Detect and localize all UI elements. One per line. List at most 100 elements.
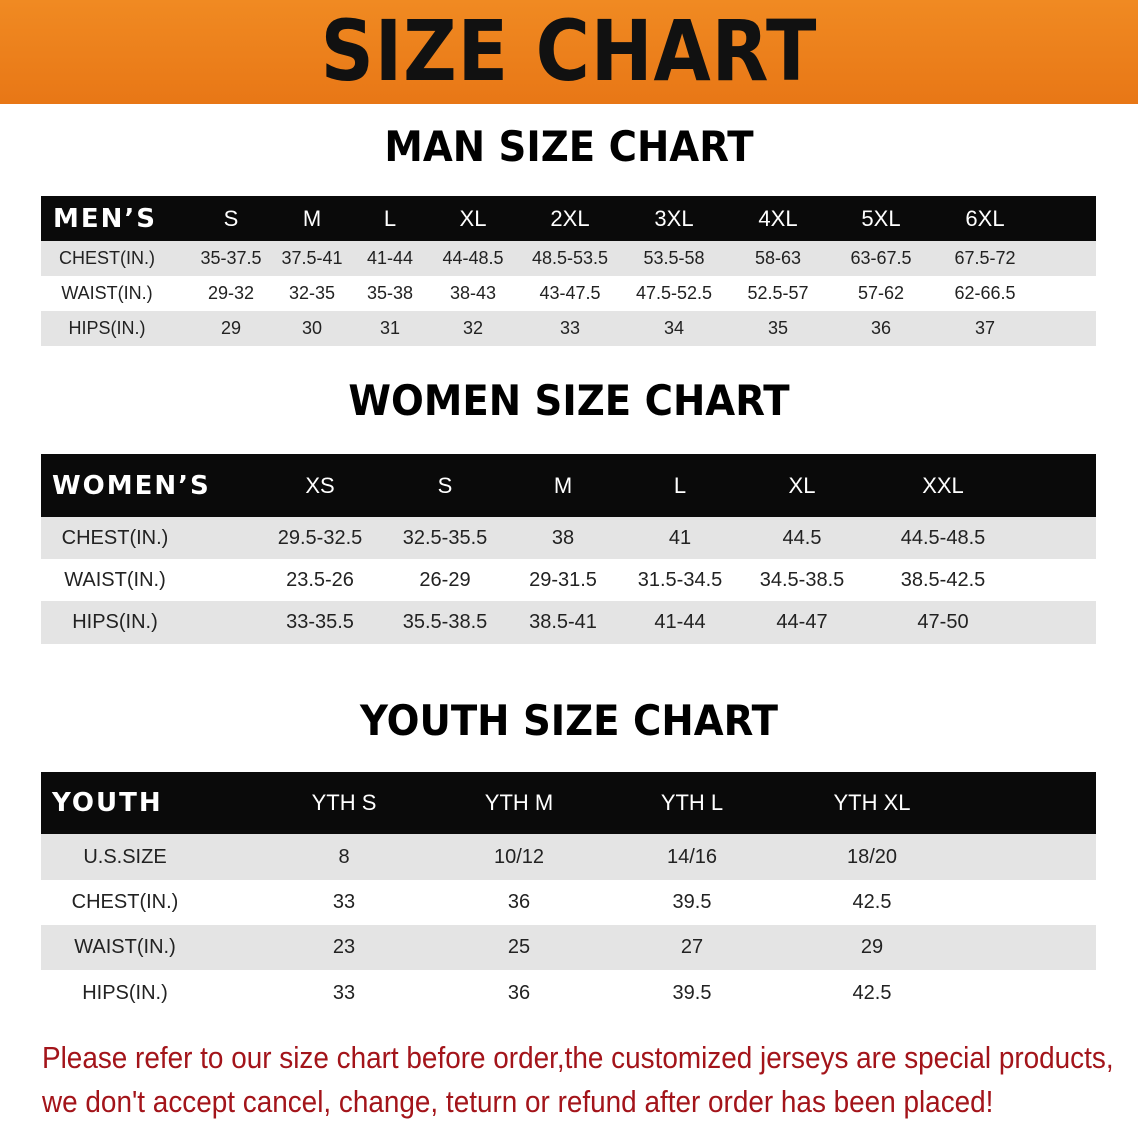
- table-cell: 43-47.5: [539, 283, 601, 303]
- men-size-table: MEN’S S M L XL 2XL 3XL 4XL 5XL 6XL CHEST(IN.) 35-37…: [41, 196, 1096, 346]
- table-cell: 52.5-57: [747, 283, 809, 303]
- row-label: WAIST(IN.): [61, 283, 153, 303]
- size-column-header: 3XL: [654, 205, 694, 231]
- size-column-header: XS: [305, 472, 335, 498]
- table-row: WAIST(IN.) 29-32 32-35 35-38 38-43 43-47.5 47.…: [41, 276, 1096, 311]
- row-label: CHEST(IN.): [71, 891, 179, 913]
- notice-line-2: we don't accept cancel, change, teturn o…: [42, 1084, 994, 1119]
- table-row: WAIST(IN.) 23.5-26 26-29 29-31.5 31.5-34.5 34…: [41, 559, 1096, 601]
- table-cell: 37.5-41: [281, 248, 343, 268]
- table-cell: 18/20: [846, 845, 898, 868]
- table-cell: 25: [507, 936, 531, 958]
- table-cell: 38-43: [449, 283, 497, 303]
- table-cell: 23.5-26: [286, 568, 354, 591]
- row-label: HIPS(IN.): [68, 318, 146, 338]
- table-cell: 29: [860, 936, 884, 958]
- table-cell: 31: [379, 318, 401, 338]
- row-label: WAIST(IN.): [64, 568, 166, 591]
- table-cell: 42.5: [852, 981, 892, 1004]
- table-cell: 44.5-48.5: [900, 526, 986, 549]
- size-column-header: S: [223, 205, 239, 231]
- size-column-header: YTH S: [311, 790, 377, 815]
- table-cell: 32.5-35.5: [402, 526, 488, 549]
- men-header-row: MEN’S S M L XL 2XL 3XL 4XL 5XL 6XL: [41, 196, 1096, 241]
- size-column-header: 6XL: [965, 205, 1005, 231]
- row-label: CHEST(IN.): [59, 248, 155, 268]
- table-cell: 29-32: [207, 283, 255, 303]
- table-cell: 38.5-41: [529, 611, 597, 633]
- youth-section-title: YOUTH SIZE CHART: [359, 696, 779, 745]
- table-cell: 35: [767, 318, 789, 338]
- table-cell: 26-29: [419, 568, 471, 591]
- table-row: CHEST(IN.) 33 36 39.5 42.5: [41, 880, 1096, 925]
- table-cell: 36: [870, 318, 892, 338]
- table-cell: 63-67.5: [850, 248, 912, 268]
- table-cell: 36: [507, 891, 531, 913]
- table-cell: 27: [680, 936, 704, 958]
- table-cell: 29-31.5: [529, 568, 597, 591]
- youth-header-row: YOUTH YTH S YTH M YTH L YTH XL: [41, 772, 1096, 834]
- table-cell: 41-44: [654, 611, 706, 633]
- table-cell: 67.5-72: [954, 248, 1016, 268]
- women-size-table: WOMEN’S XS S M L XL XXL CHEST(IN.) 29.5-32.5 32.5…: [41, 454, 1096, 644]
- table-cell: 47-50: [917, 611, 969, 633]
- size-column-header: YTH XL: [833, 790, 911, 815]
- size-column-header: S: [437, 472, 453, 498]
- order-notice: Please refer to our size chart before or…: [42, 1036, 1114, 1124]
- men-header-label: MEN’S: [53, 203, 157, 234]
- size-column-header: 5XL: [861, 205, 901, 231]
- size-column-header: YTH L: [660, 790, 724, 815]
- table-cell: 33: [332, 891, 356, 913]
- size-column-header: M: [302, 205, 322, 231]
- table-cell: 44-48.5: [442, 248, 504, 268]
- table-cell: 44-47: [776, 611, 828, 633]
- table-cell: 33-35.5: [286, 611, 354, 633]
- table-row: HIPS(IN.) 33 36 39.5 42.5: [41, 970, 1096, 1016]
- table-cell: 33: [559, 318, 581, 338]
- size-column-header: L: [383, 205, 397, 231]
- size-column-header: XL: [788, 472, 816, 498]
- youth-header-label: YOUTH: [52, 788, 163, 818]
- size-column-header: XXL: [922, 472, 964, 498]
- table-cell: 42.5: [852, 891, 892, 913]
- size-column-header: XL: [459, 205, 487, 231]
- table-cell: 34: [663, 318, 685, 338]
- table-cell: 41-44: [366, 248, 414, 268]
- table-cell: 39.5: [672, 891, 712, 913]
- table-cell: 53.5-58: [643, 248, 705, 268]
- table-row: CHEST(IN.) 29.5-32.5 32.5-35.5 38 41 44.5 44.5…: [41, 517, 1096, 559]
- table-cell: 34.5-38.5: [759, 568, 845, 591]
- table-cell: 62-66.5: [954, 283, 1016, 303]
- table-cell: 57-62: [857, 283, 905, 303]
- row-label: CHEST(IN.): [61, 526, 169, 549]
- men-section-title: MAN SIZE CHART: [384, 122, 754, 171]
- table-cell: 23: [332, 936, 356, 958]
- table-cell: 31.5-34.5: [637, 568, 723, 591]
- row-label: HIPS(IN.): [82, 981, 168, 1004]
- table-cell: 35-37.5: [200, 248, 262, 268]
- table-row: HIPS(IN.) 33-35.5 35.5-38.5 38.5-41 41-44 44-…: [41, 601, 1096, 644]
- row-label: HIPS(IN.): [72, 611, 158, 633]
- table-cell: 10/12: [493, 845, 545, 868]
- banner: SIZE CHART: [0, 0, 1138, 104]
- table-cell: 36: [507, 981, 531, 1004]
- table-cell: 44.5: [782, 526, 822, 549]
- size-column-header: M: [553, 472, 573, 498]
- table-cell: 58-63: [754, 248, 802, 268]
- table-row: CHEST(IN.) 35-37.5 37.5-41 41-44 44-48.5 48.5…: [41, 241, 1096, 276]
- notice-line-1: Please refer to our size chart before or…: [42, 1040, 1114, 1075]
- row-label: WAIST(IN.): [74, 936, 176, 958]
- table-cell: 29: [220, 318, 242, 338]
- table-cell: 8: [338, 845, 350, 868]
- size-column-header: 4XL: [758, 205, 798, 231]
- size-column-header: 2XL: [550, 205, 590, 231]
- table-cell: 35-38: [366, 283, 414, 303]
- table-row: HIPS(IN.) 29 30 31 32 33 34 35 36 37: [41, 311, 1096, 346]
- size-column-header: L: [673, 472, 687, 498]
- table-row: WAIST(IN.) 23 25 27 29: [41, 925, 1096, 970]
- table-cell: 48.5-53.5: [531, 248, 609, 268]
- table-cell: 14/16: [666, 845, 718, 868]
- table-row: U.S.SIZE 8 10/12 14/16 18/20: [41, 834, 1096, 880]
- table-cell: 35.5-38.5: [402, 611, 488, 633]
- table-cell: 32: [462, 318, 484, 338]
